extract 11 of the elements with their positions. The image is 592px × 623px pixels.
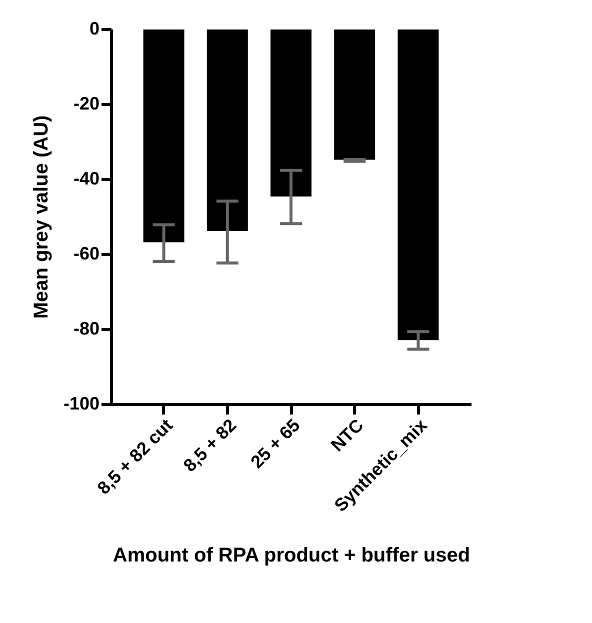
y-axis-title: Mean grey value (AU) [30, 115, 52, 319]
y-tick-label: -20 [73, 94, 100, 114]
x-tick-label: 8,5 + 82 cut [93, 415, 177, 498]
y-tick-label: 0 [89, 18, 100, 38]
y-tick-label: -100 [63, 394, 100, 414]
y-tick-label: -80 [73, 318, 100, 338]
y-tick-label: -60 [73, 244, 100, 264]
y-tick-label: -40 [73, 168, 100, 188]
x-axis-title: Amount of RPA product + buffer used [112, 544, 470, 567]
x-tick-label: 8,5 + 82 [180, 415, 240, 476]
x-tick-label: 25 + 65 [246, 415, 304, 472]
